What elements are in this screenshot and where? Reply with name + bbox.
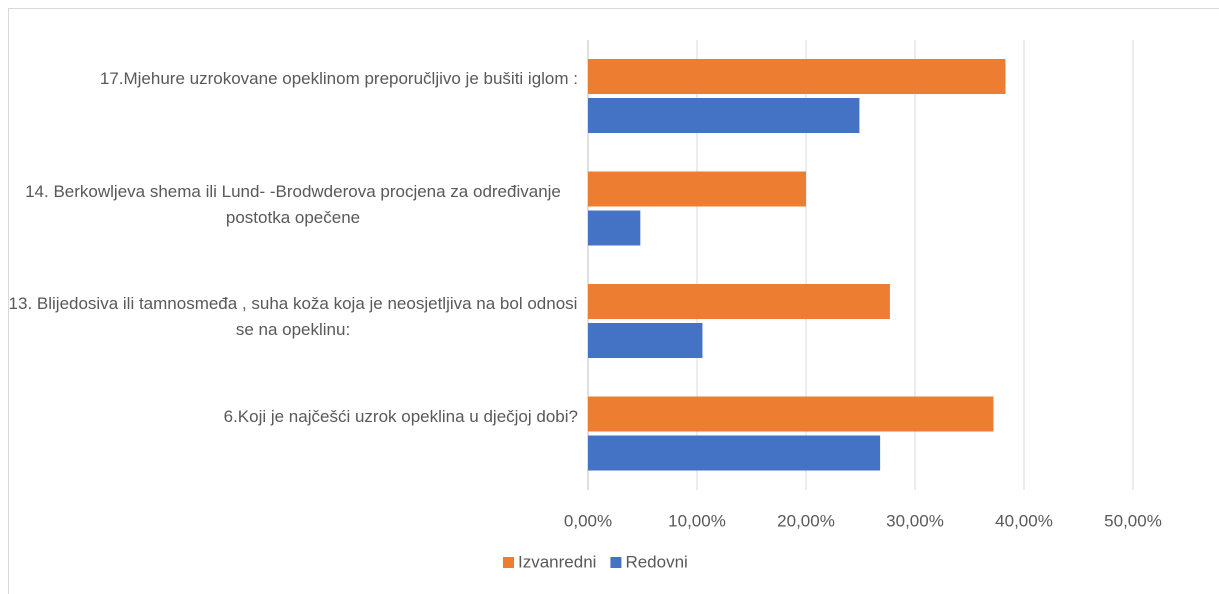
category-label: 14. Berkowljeva shema ili Lund- -Brodwde… — [8, 179, 578, 231]
category-text: 17.Mjehure uzrokovane opeklinom preporuč… — [99, 69, 578, 88]
category-text: 6.Koji je najčešći uzrok opeklina u dječ… — [223, 406, 578, 426]
legend-label: Redovni — [625, 552, 687, 571]
legend-label: Izvanredni — [518, 552, 596, 571]
x-tick-label: 50,00% — [1104, 511, 1162, 530]
category-text: 14. Berkowljeva shema ili Lund- -Brodwde… — [25, 181, 561, 227]
bar — [588, 98, 860, 133]
category-label: 17.Mjehure uzrokovane opeklinom preporuč… — [8, 66, 578, 92]
legend-swatch — [610, 557, 622, 568]
bar — [588, 284, 890, 319]
bar — [588, 171, 806, 207]
bar — [588, 210, 641, 246]
category-label: 6.Koji je najčešći uzrok opeklina u dječ… — [8, 404, 578, 430]
bar — [588, 323, 703, 358]
category-label: 13. Blijedosiva ili tamnosmeđa , suha ko… — [8, 291, 578, 343]
x-tick-label: 10,00% — [668, 511, 726, 530]
x-tick-label: 0,00% — [564, 511, 612, 530]
category-text: 13. Blijedosiva ili tamnosmeđa , suha ko… — [8, 294, 578, 339]
bar — [588, 435, 881, 471]
chart-frame — [8, 8, 1219, 594]
bar — [588, 396, 994, 432]
legend-swatch — [503, 557, 514, 568]
x-tick-label: 30,00% — [886, 511, 944, 530]
x-tick-label: 20,00% — [777, 511, 835, 530]
x-tick-label: 40,00% — [995, 511, 1053, 530]
bar — [588, 59, 1006, 94]
